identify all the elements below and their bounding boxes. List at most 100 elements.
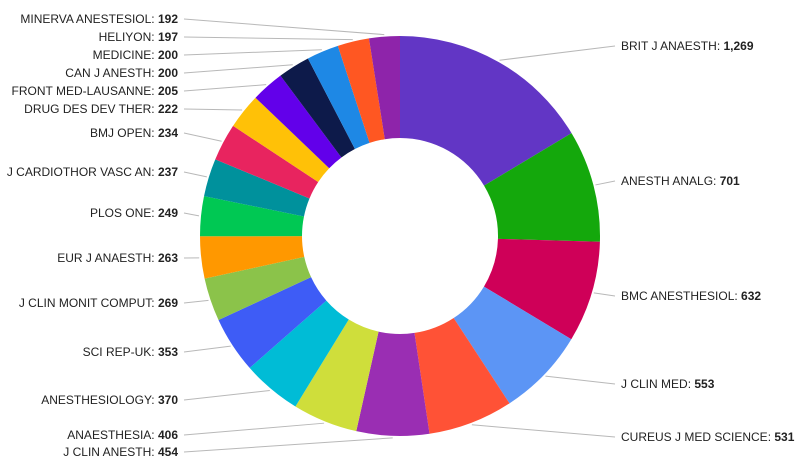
label-value: 263 — [158, 251, 178, 265]
slice-can-j-anesth[interactable] — [280, 58, 355, 158]
leader-can-j-anesth — [183, 64, 293, 74]
label-name: J CLIN MED — [621, 377, 688, 391]
leader-bmc-anesthesiol — [593, 292, 616, 297]
label-value: 205 — [158, 84, 178, 98]
label-value: 237 — [158, 165, 178, 179]
label-front-med-lausanne: FRONT MED-LAUSANNE: 205 — [12, 84, 179, 98]
slices — [200, 36, 600, 437]
slice-minerva-anestesiol[interactable] — [368, 36, 400, 140]
label-name: SCI REP-UK — [83, 345, 152, 359]
label-value: 353 — [158, 345, 178, 359]
label-name: J CARDIOTHOR VASC AN — [7, 165, 151, 179]
label-eur-j-anaesth: EUR J ANAESTH: 263 — [57, 251, 178, 265]
label-anesthesiology: ANESTHESIOLOGY: 370 — [41, 393, 178, 407]
label-name: CAN J ANESTH — [65, 66, 151, 80]
label-bmj-open: BMJ OPEN: 234 — [90, 126, 178, 140]
leader-front-med-lausanne — [183, 84, 267, 92]
leader-j-clin-anesth — [183, 437, 393, 453]
label-name: BMJ OPEN — [90, 126, 151, 140]
slice-bmj-open[interactable] — [215, 125, 319, 199]
slice-anaesthesia[interactable] — [295, 319, 379, 432]
leader-sci-rep-uk — [183, 345, 231, 353]
leader-heliyon — [183, 36, 353, 41]
label-j-cardiothor-vasc-an: J CARDIOTHOR VASC AN: 237 — [7, 165, 178, 179]
leader-cureus-j-med-science — [471, 424, 616, 438]
label-minerva-anestesiol: MINERVA ANESTESIOL: 192 — [20, 12, 178, 26]
label-name: J CLIN ANESTH — [63, 445, 151, 459]
label-name: FRONT MED-LAUSANNE — [12, 84, 152, 98]
label-value: 197 — [158, 30, 178, 44]
label-name: EUR J ANAESTH — [57, 251, 151, 265]
label-name: CUREUS J MED SCIENCE — [621, 430, 768, 444]
label-value: 200 — [158, 48, 178, 62]
label-sci-rep-uk: SCI REP-UK: 353 — [83, 345, 179, 359]
label-j-clin-anesth: J CLIN ANESTH: 454 — [63, 445, 178, 459]
slice-j-clin-monit-comput[interactable] — [204, 256, 312, 321]
slice-plos-one[interactable] — [200, 196, 304, 237]
label-j-clin-med: J CLIN MED: 553 — [621, 377, 715, 391]
label-cureus-j-med-science: CUREUS J MED SCIENCE: 531 — [621, 430, 795, 444]
slice-anesthesiology[interactable] — [249, 300, 349, 407]
label-value: 192 — [158, 12, 178, 26]
label-name: ANAESTHESIA — [67, 428, 151, 442]
label-j-clin-monit-comput: J CLIN MONIT COMPUT: 269 — [19, 296, 178, 310]
label-value: 200 — [158, 66, 178, 80]
slice-front-med-lausanne[interactable] — [255, 75, 342, 169]
slice-drug-des-dev-ther[interactable] — [233, 97, 330, 183]
leader-minerva-anestesiol — [183, 18, 385, 36]
label-name: DRUG DES DEV THER — [24, 102, 151, 116]
label-value: 406 — [158, 428, 178, 442]
label-value: 1,269 — [723, 39, 753, 53]
label-name: ANESTHESIOLOGY — [41, 393, 152, 407]
leader-j-cardiothor-vasc-an — [183, 171, 207, 178]
leader-bmj-open — [183, 132, 222, 142]
label-anaesthesia: ANAESTHESIA: 406 — [67, 428, 178, 442]
label-name: MEDICINE — [93, 48, 152, 62]
label-value: 234 — [158, 126, 178, 140]
label-brit-j-anaesth: BRIT J ANAESTH: 1,269 — [621, 39, 754, 53]
label-name: ANESTH ANALG — [621, 174, 713, 188]
slice-j-cardiothor-vasc-an[interactable] — [204, 159, 310, 217]
label-name: J CLIN MONIT COMPUT — [19, 296, 153, 310]
slice-sci-rep-uk[interactable] — [218, 277, 327, 368]
slice-j-clin-anesth[interactable] — [356, 331, 430, 437]
leader-j-clin-med — [545, 375, 616, 385]
label-value: 249 — [158, 206, 178, 220]
slice-eur-j-anaesth[interactable] — [200, 236, 305, 279]
slice-bmc-anesthesiol[interactable] — [483, 238, 600, 340]
leader-medicine — [183, 49, 322, 56]
slice-anesth-analg[interactable] — [484, 133, 600, 242]
slice-medicine[interactable] — [307, 45, 370, 149]
leader-drug-des-dev-ther — [183, 108, 243, 111]
label-value: 701 — [720, 174, 740, 188]
leader-j-clin-monit-comput — [183, 299, 209, 304]
leader-lines — [183, 18, 616, 453]
slice-heliyon[interactable] — [337, 38, 385, 143]
slice-cureus-j-med-science[interactable] — [414, 318, 510, 434]
slice-brit-j-anaesth[interactable] — [400, 36, 572, 186]
label-heliyon: HELIYON: 197 — [99, 30, 179, 44]
leader-anaesthesia — [183, 422, 325, 436]
label-anesth-analg: ANESTH ANALG: 701 — [621, 174, 740, 188]
leader-plos-one — [183, 212, 200, 217]
label-drug-des-dev-ther: DRUG DES DEV THER: 222 — [24, 102, 178, 116]
label-name: PLOS ONE — [90, 206, 151, 220]
label-value: 222 — [158, 102, 178, 116]
leader-anesth-analg — [595, 180, 616, 186]
leader-brit-j-anaesth — [499, 45, 616, 61]
label-value: 553 — [694, 377, 714, 391]
label-value: 454 — [158, 445, 178, 459]
label-name: BMC ANESTHESIOL — [621, 289, 735, 303]
label-name: HELIYON — [99, 30, 152, 44]
leader-anesthesiology — [183, 389, 270, 401]
slice-j-clin-med[interactable] — [453, 286, 572, 404]
label-can-j-anesth: CAN J ANESTH: 200 — [65, 66, 178, 80]
label-value: 269 — [158, 296, 178, 310]
label-name: MINERVA ANESTESIOL — [20, 12, 151, 26]
label-medicine: MEDICINE: 200 — [93, 48, 179, 62]
label-value: 632 — [741, 289, 761, 303]
label-value: 531 — [774, 430, 794, 444]
label-plos-one: PLOS ONE: 249 — [90, 206, 178, 220]
label-bmc-anesthesiol: BMC ANESTHESIOL: 632 — [621, 289, 761, 303]
